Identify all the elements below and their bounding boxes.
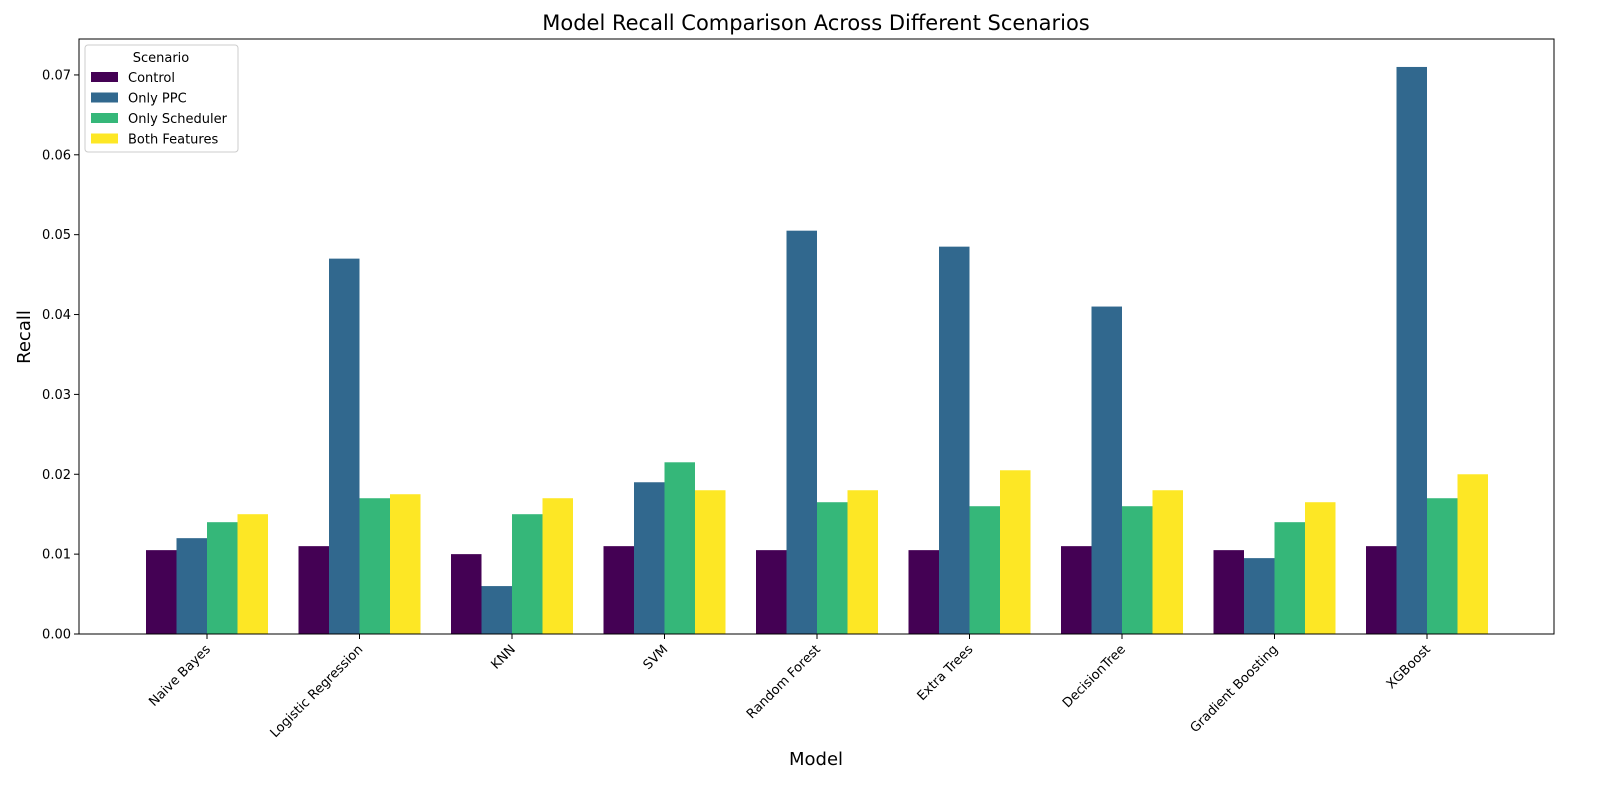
y-tick-label: 0.05: [42, 228, 71, 243]
bar-both-features-random-forest: [847, 490, 878, 634]
bar-control-logistic-regression: [298, 546, 329, 634]
bar-only-ppc-logistic-regression: [329, 258, 360, 634]
y-tick-label: 0.07: [42, 68, 71, 83]
legend-box: [84, 44, 239, 153]
legend-swatch-only-ppc: [91, 92, 118, 103]
y-tick-label: 0.00: [42, 628, 71, 643]
x-tick-label: Gradient Boosting: [1188, 642, 1282, 736]
x-tick-label: Naive Bayes: [146, 642, 214, 710]
y-tick-label: 0.03: [42, 388, 71, 403]
bar-control-naive-bayes: [146, 550, 177, 634]
bar-only-ppc-extra-trees: [939, 246, 970, 634]
bar-control-gradient-boosting: [1213, 550, 1244, 634]
bar-control-random-forest: [756, 550, 787, 634]
bar-control-svm: [603, 546, 634, 634]
bar-both-features-naive-bayes: [237, 514, 268, 634]
x-tick-label: XGBoost: [1384, 642, 1434, 692]
bar-only-ppc-naive-bayes: [176, 538, 207, 634]
legend-label: Only PPC: [128, 92, 187, 107]
bar-only-scheduler-svm: [664, 462, 695, 634]
bar-only-ppc-gradient-boosting: [1244, 558, 1275, 634]
bar-both-features-knn: [542, 498, 573, 634]
legend-swatch-only-scheduler: [91, 113, 118, 123]
x-tick-label: SVM: [641, 642, 672, 673]
y-tick-label: 0.01: [42, 548, 71, 563]
bar-control-xgboost: [1366, 546, 1397, 634]
x-axis: Naive Bayes Logistic Regression KNN SVM Rand…: [146, 634, 1434, 741]
legend-label: Control: [128, 71, 175, 86]
bar-both-features-gradient-boosting: [1305, 502, 1336, 634]
bar-only-ppc-random-forest: [786, 230, 817, 634]
bar-only-scheduler-xgboost: [1427, 498, 1458, 634]
bar-control-decisiontree: [1061, 546, 1092, 634]
bar-both-features-extra-trees: [1000, 470, 1031, 634]
bar-only-scheduler-knn: [512, 514, 543, 634]
bar-only-ppc-knn: [481, 586, 512, 634]
bar-control-knn: [451, 554, 482, 634]
bar-only-scheduler-gradient-boosting: [1274, 522, 1305, 634]
bar-both-features-xgboost: [1457, 474, 1488, 634]
y-axis: 0.00 0.01 0.02 0.03 0.04 0.05 0.06 0.07: [42, 68, 79, 643]
bar-both-features-logistic-regression: [390, 494, 421, 634]
bar-control-extra-trees: [908, 550, 939, 634]
legend-label: Both Features: [128, 133, 218, 148]
legend-label: Only Scheduler: [128, 112, 228, 127]
y-tick-label: 0.04: [42, 308, 71, 323]
y-tick-label: 0.06: [42, 148, 71, 163]
bar-both-features-decisiontree: [1152, 490, 1183, 634]
legend-swatch-control: [91, 72, 118, 82]
bar-both-features-svm: [695, 490, 726, 634]
bar-only-scheduler-extra-trees: [969, 506, 1000, 634]
bar-only-scheduler-random-forest: [817, 502, 848, 634]
bar-only-scheduler-decisiontree: [1122, 506, 1153, 634]
bar-only-ppc-svm: [634, 482, 665, 634]
bar-only-ppc-xgboost: [1396, 66, 1427, 635]
x-axis-title: Model: [789, 749, 843, 770]
bar-only-scheduler-naive-bayes: [207, 522, 238, 634]
bar-only-scheduler-logistic-regression: [359, 498, 390, 634]
chart-title: Model Recall Comparison Across Different…: [542, 11, 1090, 35]
bar-only-ppc-decisiontree: [1091, 306, 1122, 634]
y-tick-label: 0.02: [42, 468, 71, 483]
x-tick-label: KNN: [488, 642, 518, 672]
plot-area: [146, 66, 1488, 635]
legend-title: Scenario: [133, 51, 190, 66]
legend-swatch-both-features: [91, 133, 118, 144]
y-axis-title: Recall: [14, 310, 35, 364]
x-tick-label: DecisionTree: [1060, 642, 1129, 711]
x-tick-label: Logistic Regression: [268, 642, 367, 741]
x-tick-label: Extra Trees: [915, 642, 977, 704]
legend: Scenario Control Only PPC Only Scheduler Bo…: [84, 44, 239, 153]
x-tick-label: Random Forest: [744, 642, 824, 722]
